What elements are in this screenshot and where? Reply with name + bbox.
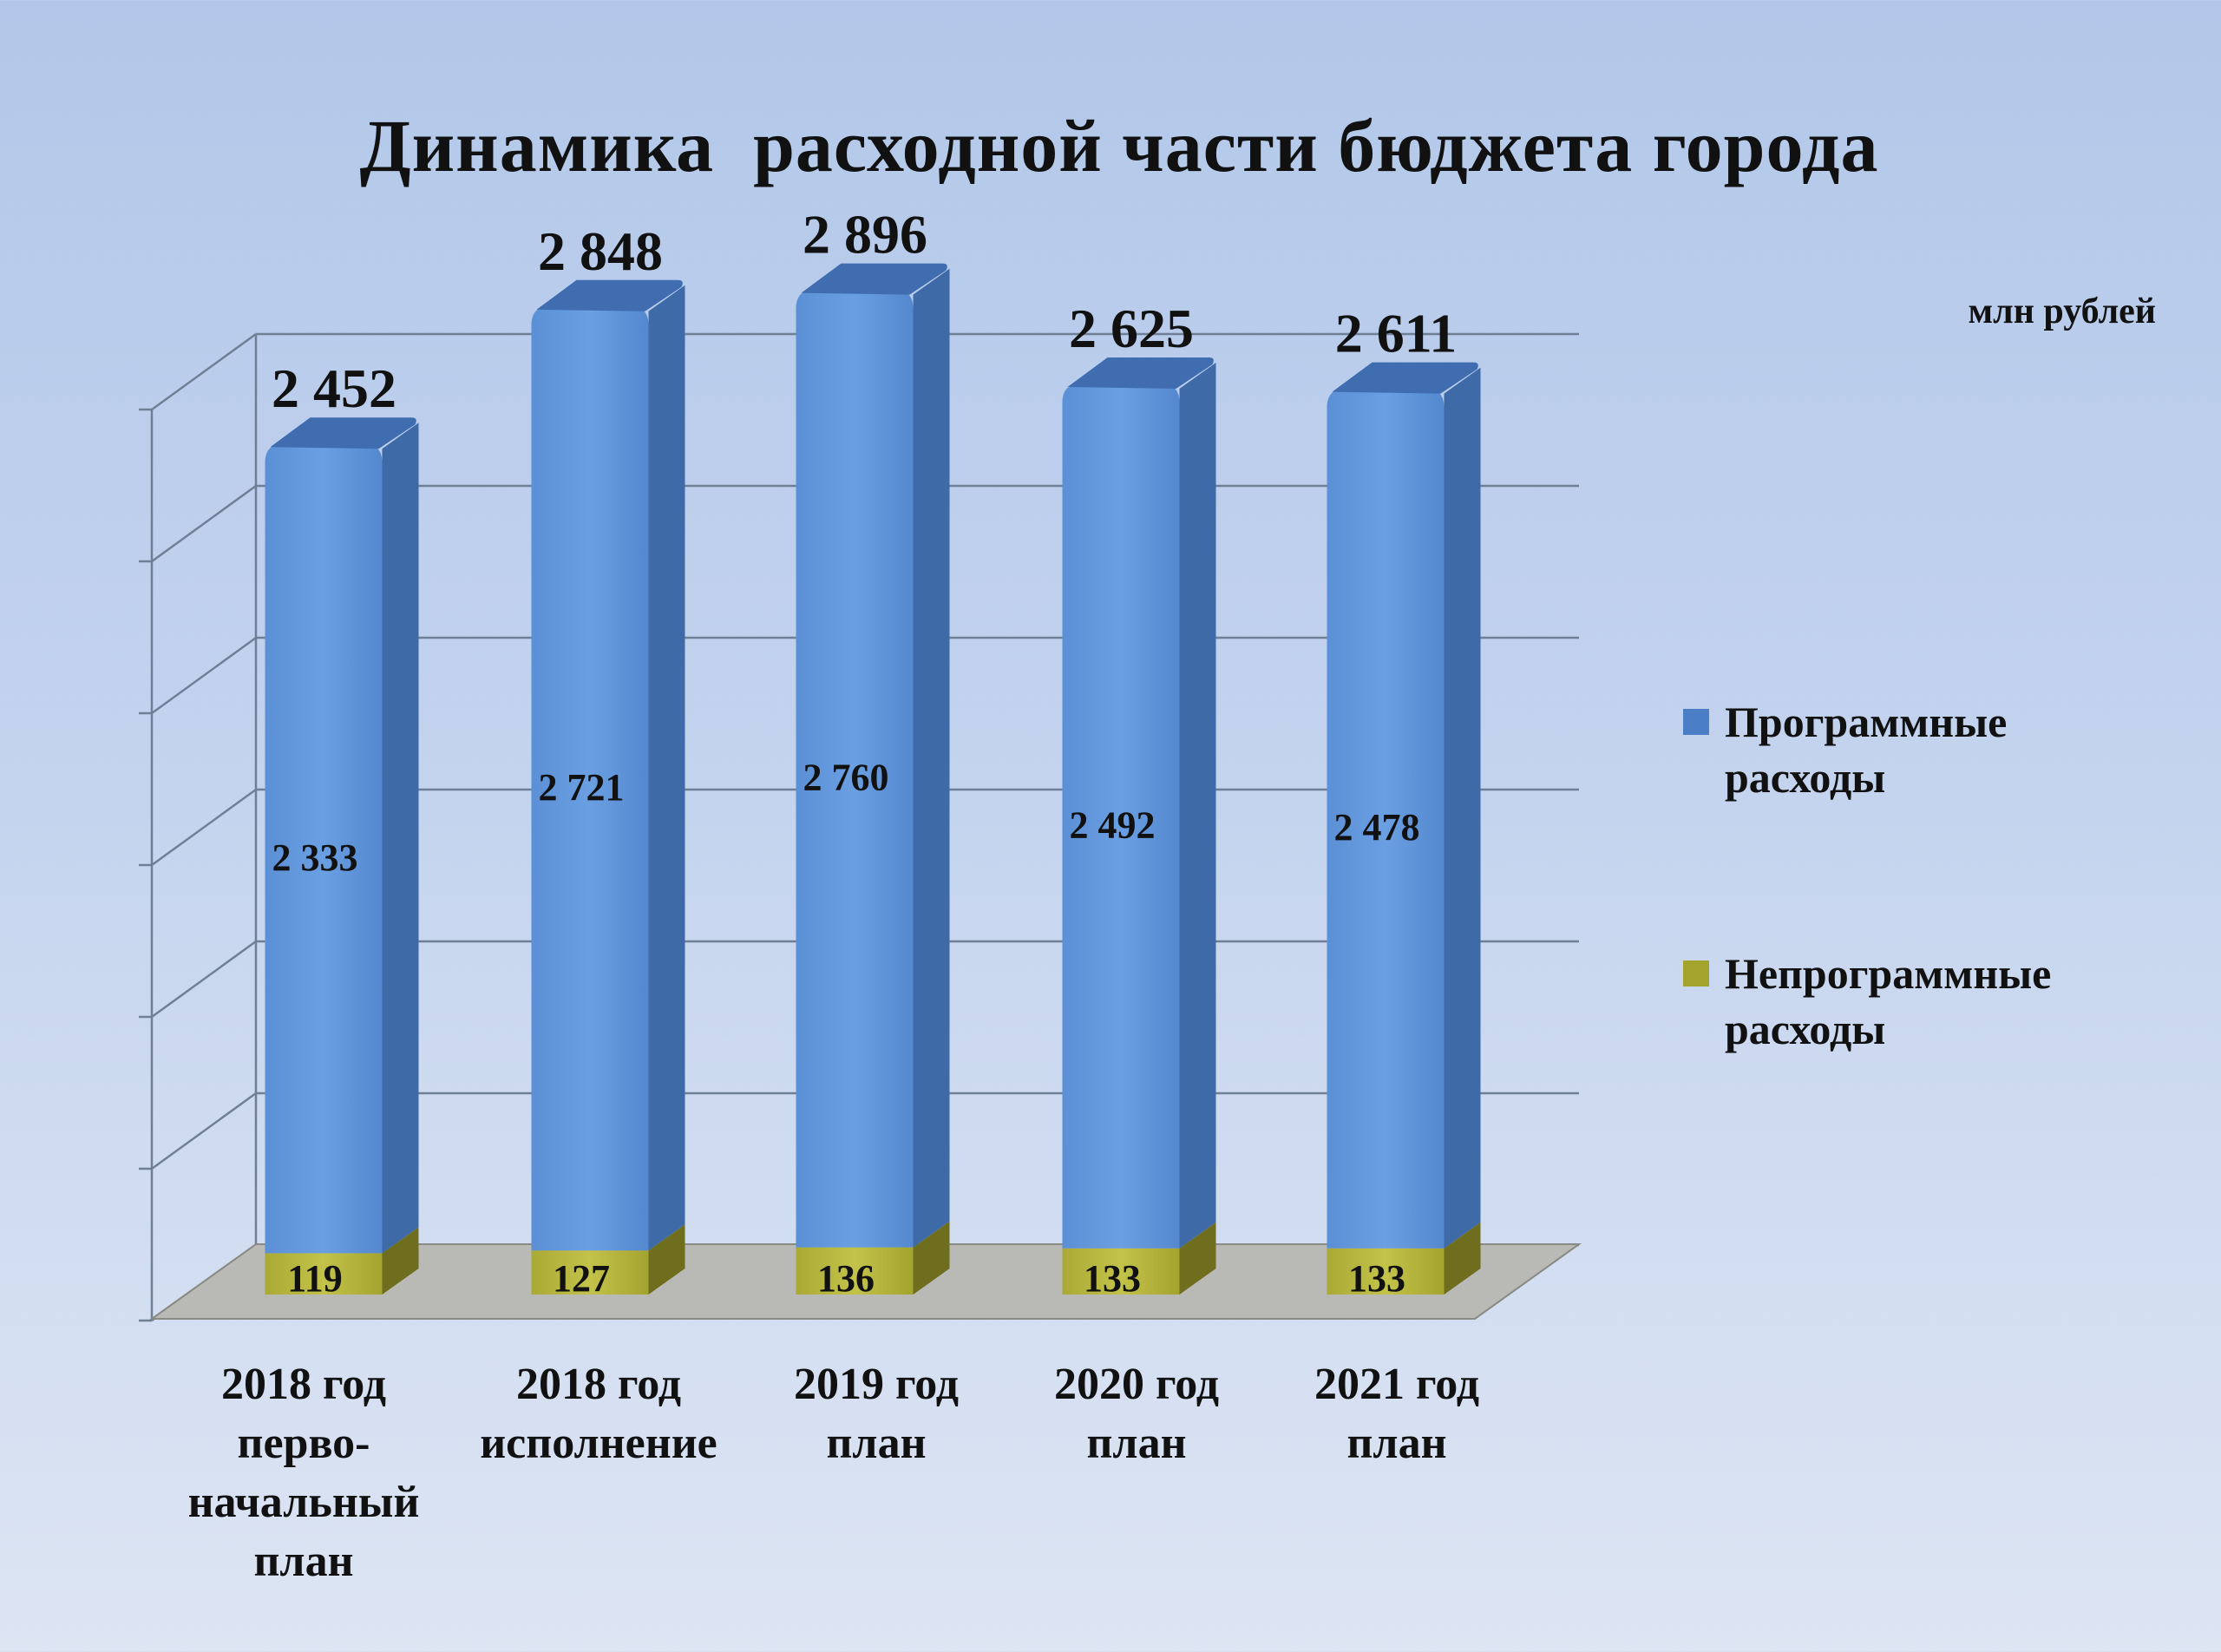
bar-top-programmnye [536, 279, 683, 311]
bar-programmnye [1062, 384, 1180, 1249]
x-tick-label-line: 2018 год [220, 1360, 387, 1409]
data-label-total: 2 452 [272, 357, 396, 419]
bar-side-programmnye [1179, 363, 1216, 1249]
bar-top-programmnye [1332, 362, 1478, 394]
legend-label-line2: расходы [1725, 753, 1886, 802]
bar-side-neprogrammnye [913, 1221, 950, 1295]
bar-side-neprogrammnye [1444, 1222, 1481, 1295]
gridline-side [151, 636, 257, 715]
bar-side-neprogrammnye [382, 1227, 419, 1295]
data-label-total: 2 611 [1335, 303, 1457, 364]
x-tick-label-line: план [1346, 1419, 1447, 1468]
legend-swatch-neprogrammnye [1683, 960, 1709, 987]
data-label-neprogrammnye: 119 [287, 1257, 343, 1300]
bar-programmnye [531, 305, 649, 1251]
x-tick-label: 2020 год план [998, 1355, 1275, 1473]
data-label-neprogrammnye: 136 [817, 1257, 875, 1300]
gridline-side [151, 788, 257, 867]
data-label-programmnye: 2 760 [803, 757, 889, 799]
data-label-programmnye: 2 478 [1334, 806, 1420, 849]
bar-neprogrammnye [531, 1250, 649, 1295]
x-tick-label: 2019 год план [737, 1355, 1015, 1473]
unit-label: млн рублей [1968, 292, 2156, 331]
bar-top-programmnye [1067, 357, 1214, 389]
bar-neprogrammnye [265, 1253, 383, 1295]
bar-neprogrammnye [796, 1247, 914, 1295]
bar-neprogrammnye [1327, 1248, 1445, 1295]
bar-side-neprogrammnye [1179, 1222, 1216, 1295]
data-label-programmnye: 2 721 [539, 766, 625, 809]
bar-top-programmnye [801, 263, 947, 295]
bar-side-programmnye [382, 423, 419, 1254]
gridline-side [151, 940, 257, 1019]
x-tick-label: 2018 год исполнение [460, 1355, 737, 1473]
data-label-neprogrammnye: 133 [1348, 1257, 1405, 1300]
x-tick-label-line: план [826, 1419, 927, 1468]
data-label-neprogrammnye: 127 [553, 1257, 610, 1300]
x-tick-label-line: план [1086, 1419, 1187, 1468]
legend-item-neprogrammnye: Непрограммные расходы [1683, 946, 2176, 1057]
legend-swatch-programmnye [1683, 709, 1709, 735]
x-tick-label-line: 2021 год [1314, 1360, 1480, 1409]
data-label-total: 2 848 [538, 220, 663, 282]
data-label-programmnye: 2 492 [1070, 803, 1156, 846]
bar-neprogrammnye [1062, 1248, 1180, 1295]
bar-programmnye [265, 443, 383, 1254]
bar-side-programmnye [648, 285, 685, 1251]
legend-label-line2: расходы [1725, 1005, 1886, 1053]
legend-label-line1: Непрограммные [1725, 949, 2052, 998]
bar-side-neprogrammnye [648, 1224, 685, 1295]
x-tick-label-line: исполнение [480, 1419, 717, 1468]
legend-label-line1: Программные [1725, 698, 2008, 746]
x-tick-label-line: план [253, 1537, 354, 1586]
x-tick-label: 2021 год план [1258, 1355, 1536, 1473]
data-label-total: 2 625 [1069, 298, 1194, 359]
data-labels: 119 2 333 2 452 127 2 721 2 848 136 2 760 2 896 1… [272, 204, 1457, 1300]
bar-top-programmnye [270, 417, 416, 449]
data-label-neprogrammnye: 133 [1084, 1257, 1141, 1300]
chart-title: Динамика расходной части бюджета города [359, 104, 1879, 187]
x-tick-label-line: перво- [237, 1419, 370, 1468]
x-tick-label-line: начальный [187, 1478, 420, 1527]
data-label-programmnye: 2 333 [272, 836, 358, 879]
bar-programmnye [796, 289, 914, 1248]
legend-item-programmnye: Программные расходы [1683, 694, 2176, 805]
bar-programmnye [1327, 388, 1445, 1249]
gridline-side [151, 332, 257, 411]
bars [265, 263, 1481, 1295]
data-label-total: 2 896 [803, 204, 927, 266]
bar-side-programmnye [1444, 367, 1481, 1249]
x-tick-label: 2018 год перво-начальный план [165, 1355, 442, 1591]
gridline-side [151, 484, 257, 563]
bar-side-programmnye [913, 268, 950, 1248]
x-tick-label-line: 2020 год [1053, 1360, 1220, 1409]
x-tick-label-line: 2019 год [793, 1360, 960, 1409]
gridline-side [151, 1092, 257, 1170]
x-tick-label-line: 2018 год [515, 1360, 682, 1409]
